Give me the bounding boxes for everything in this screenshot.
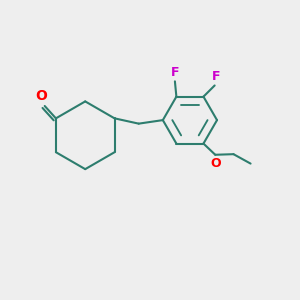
Text: O: O bbox=[35, 89, 47, 103]
Text: F: F bbox=[212, 70, 220, 83]
Text: O: O bbox=[211, 157, 221, 170]
Text: F: F bbox=[171, 66, 179, 79]
